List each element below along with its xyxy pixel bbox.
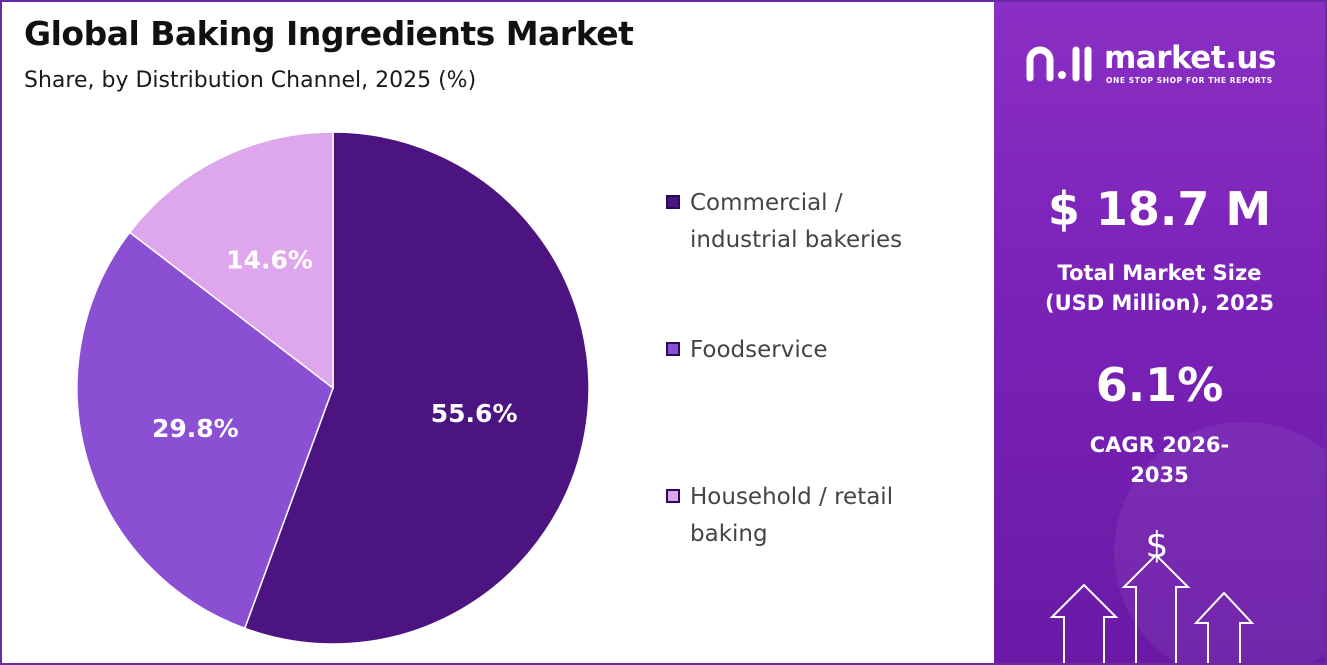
legend-swatch-commercial bbox=[666, 195, 680, 209]
brand-tagline: ONE STOP SHOP FOR THE REPORTS bbox=[1106, 76, 1273, 85]
legend-swatch-household bbox=[666, 489, 680, 503]
legend-label-household: Household / retail baking bbox=[690, 484, 894, 547]
dollar-growth-arrows-icon: $ bbox=[1049, 525, 1255, 663]
market-size-label-text: Total Market Size (USD Million), 2025 bbox=[1045, 261, 1274, 315]
cagr-label-text: CAGR 2026-2035 bbox=[1089, 433, 1230, 487]
summary-panel: market.us ONE STOP SHOP FOR THE REPORTS … bbox=[994, 2, 1325, 663]
legend-swatch-foodservice bbox=[666, 342, 680, 356]
pie-label-household: 14.6% bbox=[226, 245, 313, 274]
chart-subtitle: Share, by Distribution Channel, 2025 (%) bbox=[24, 68, 477, 93]
legend-item-commercial: Commercial / industrial bakeries bbox=[666, 185, 986, 259]
legend-item-household: Household / retail baking bbox=[666, 479, 986, 553]
legend-item-foodservice: Foodservice bbox=[666, 332, 986, 369]
brand-name: market.us bbox=[1104, 40, 1276, 76]
pie-slice-household bbox=[128, 131, 334, 390]
pie-label-commercial: 55.6% bbox=[431, 399, 518, 428]
pie-slice-commercial bbox=[243, 131, 590, 645]
legend-label-commercial: Commercial / industrial bakeries bbox=[690, 190, 903, 253]
pie-chart: 55.6% 29.8% 14.6% bbox=[76, 131, 590, 645]
pie-slice-foodservice bbox=[76, 231, 334, 630]
svg-text:$: $ bbox=[1146, 525, 1169, 566]
legend-label-foodservice: Foodservice bbox=[690, 337, 828, 363]
cagr-value: 6.1% bbox=[1095, 358, 1224, 412]
brand-logo[interactable]: market.us ONE STOP SHOP FOR THE REPORTS bbox=[1026, 40, 1306, 90]
cagr-label: CAGR 2026-2035 bbox=[994, 430, 1325, 490]
market-size-value: $ 18.7 M bbox=[1047, 182, 1272, 236]
chart-area: Global Baking Ingredients Market Share, … bbox=[2, 2, 994, 663]
market-us-logo-icon bbox=[1026, 46, 1092, 82]
chart-title: Global Baking Ingredients Market bbox=[24, 14, 634, 53]
market-size-label: Total Market Size (USD Million), 2025 bbox=[994, 258, 1325, 318]
pie-label-foodservice: 29.8% bbox=[152, 414, 239, 443]
